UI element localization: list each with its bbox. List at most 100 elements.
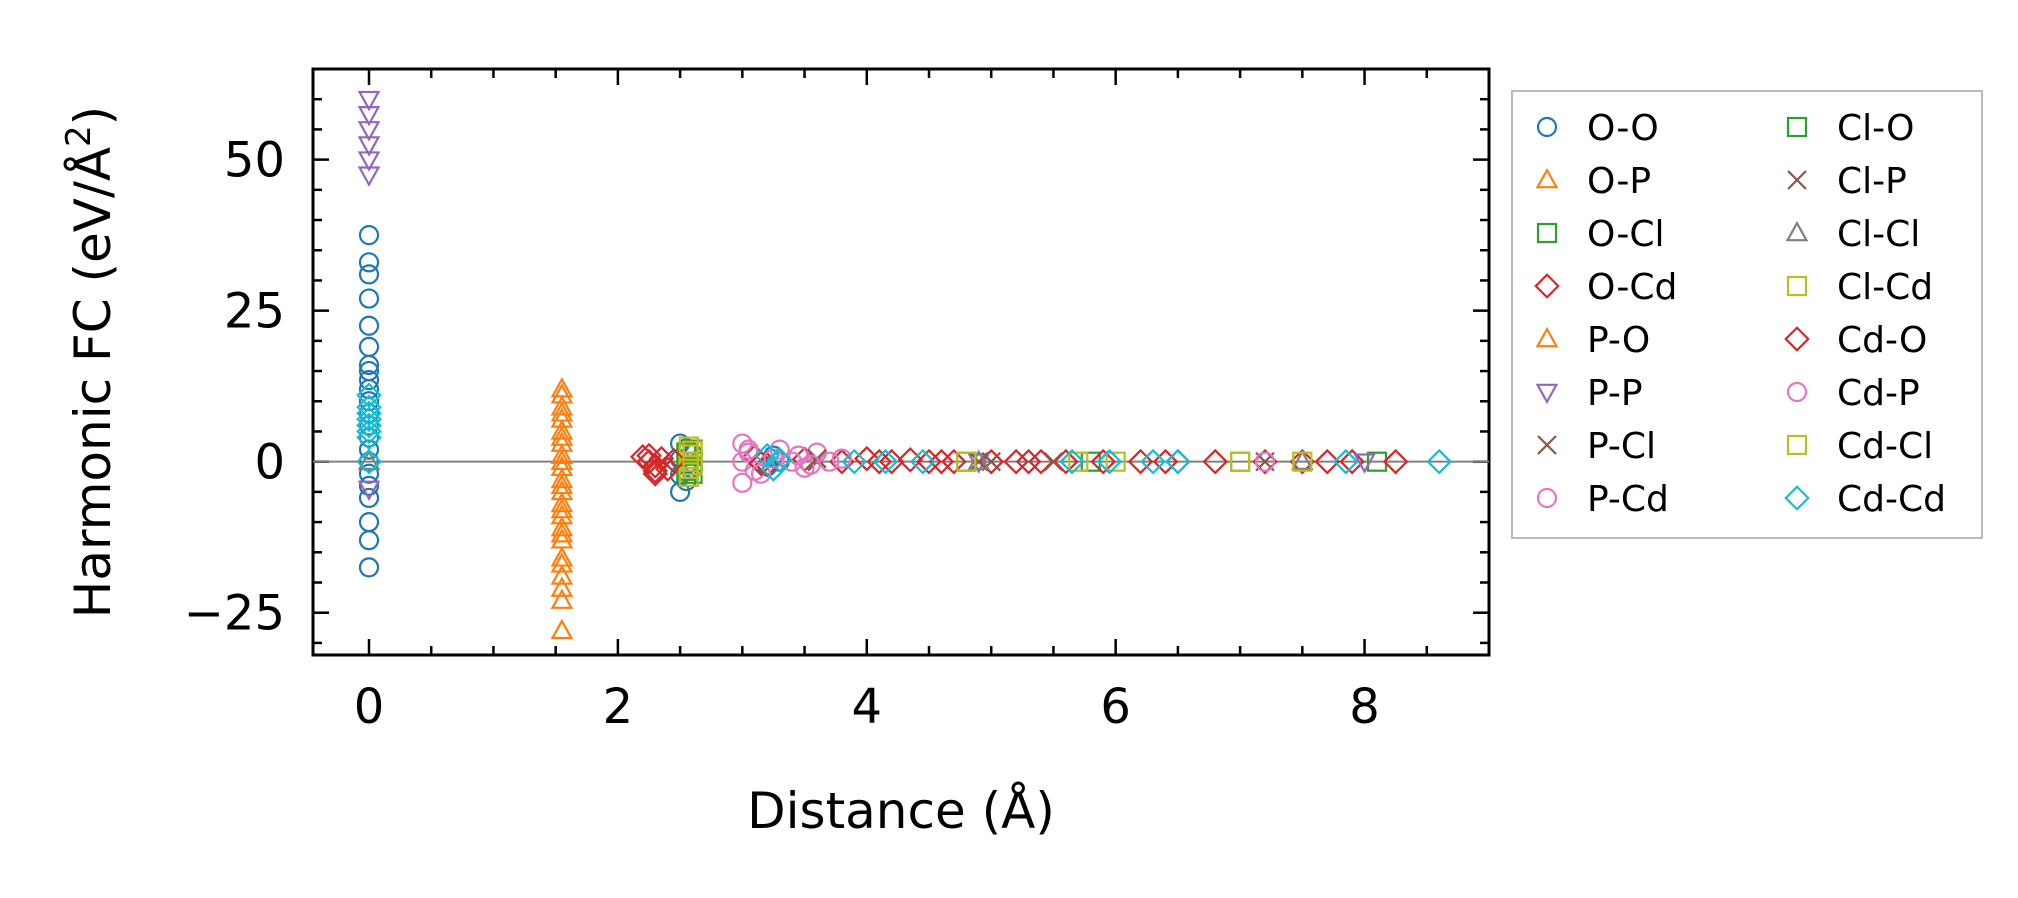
data-point	[841, 448, 868, 475]
y-tick-label: 50	[224, 133, 285, 189]
data-point	[1140, 448, 1166, 475]
data-point	[1068, 451, 1089, 472]
data-point	[967, 453, 991, 474]
legend-label: O-P	[1587, 161, 1651, 202]
legend-marker	[1786, 434, 1808, 456]
legend-marker	[1784, 485, 1810, 511]
data-point	[357, 480, 381, 502]
data-point	[356, 412, 382, 439]
data-point	[550, 425, 574, 446]
legend-label: Cd-O	[1837, 320, 1927, 361]
legend-item: O-Cl	[1536, 214, 1664, 255]
legend-item: Cd-Cd	[1784, 479, 1946, 520]
legend: O-O O-P O-Cl O-Cd P-O P-P P-Cl P-Cd Cl-O Cl-P Cl-C…	[1511, 90, 1983, 539]
data-point	[550, 383, 574, 404]
data-point	[754, 451, 781, 478]
legend-label: Cl-Cd	[1837, 267, 1933, 308]
data-point	[550, 497, 574, 519]
legend-item: Cd-O	[1784, 320, 1927, 361]
data-point	[358, 487, 380, 509]
data-point	[550, 546, 574, 567]
legend-item: O-Cd	[1534, 267, 1677, 308]
legend-marker	[1786, 116, 1808, 138]
legend-marker	[1784, 326, 1810, 352]
legend-marker	[1535, 326, 1559, 348]
legend-item: Cd-P	[1786, 373, 1920, 414]
data-point	[356, 448, 382, 475]
data-point	[357, 121, 381, 142]
data-point	[909, 448, 936, 475]
data-point	[358, 264, 380, 285]
data-point	[550, 431, 574, 452]
series-o-p	[550, 383, 574, 640]
data-point	[1291, 449, 1314, 470]
legend-item: O-O	[1536, 108, 1659, 149]
data-point	[1015, 448, 1042, 475]
legend-label: P-Cl	[1587, 426, 1656, 467]
legend-label: P-O	[1587, 320, 1650, 361]
legend-marker	[1787, 170, 1807, 190]
y-tick-label: 0	[254, 435, 285, 491]
data-point	[928, 448, 955, 475]
legend-marker	[1537, 435, 1557, 455]
data-point	[356, 424, 382, 451]
legend-item: P-Cd	[1536, 479, 1669, 520]
data-point	[357, 136, 381, 157]
data-point	[358, 439, 380, 460]
series-p-p	[357, 90, 1376, 502]
legend-marker	[1785, 220, 1809, 242]
data-point	[1314, 448, 1341, 475]
data-point	[956, 451, 977, 472]
legend-label: P-P	[1587, 373, 1643, 414]
data-point	[1230, 451, 1251, 472]
data-point	[550, 479, 574, 501]
legend-label: O-O	[1587, 108, 1659, 149]
legend-marker	[1535, 383, 1559, 405]
data-point	[358, 475, 380, 496]
data-point	[782, 451, 803, 472]
x-tick-label: 8	[1349, 679, 1380, 735]
data-point	[356, 382, 382, 409]
legend-item: Cl-Cl	[1785, 214, 1920, 255]
data-point	[941, 448, 967, 475]
data-point	[661, 447, 687, 474]
data-point	[358, 379, 380, 400]
data-point	[916, 448, 942, 475]
data-point	[766, 447, 793, 473]
data-point	[1043, 451, 1064, 472]
data-point	[1080, 451, 1101, 472]
data-point	[1059, 448, 1085, 475]
data-point	[1096, 448, 1123, 475]
data-point	[550, 564, 574, 585]
data-point	[642, 457, 669, 484]
data-point	[1127, 448, 1154, 475]
data-point	[760, 456, 787, 482]
legend-marker	[1786, 381, 1808, 403]
data-point	[550, 528, 574, 549]
data-point	[550, 401, 574, 422]
data-point	[1090, 448, 1117, 475]
data-point	[357, 90, 381, 112]
legend-label: Cd-Cd	[1837, 479, 1946, 520]
data-point	[1292, 451, 1313, 472]
legend-marker	[1536, 222, 1558, 244]
data-point	[642, 460, 669, 487]
legend-label: Cl-Cl	[1837, 214, 1920, 255]
legend-item: Cd-Cl	[1786, 426, 1933, 467]
data-point	[866, 448, 893, 475]
data-point	[878, 448, 905, 475]
data-point	[356, 418, 382, 445]
series-cd-o	[636, 442, 1341, 484]
data-point	[358, 391, 380, 412]
data-point	[676, 470, 697, 492]
data-point	[550, 473, 574, 495]
legend-label: Cd-P	[1837, 373, 1920, 414]
data-point	[550, 618, 574, 640]
data-point	[1382, 448, 1409, 475]
data-point	[550, 515, 574, 537]
legend-item: Cl-Cd	[1786, 267, 1933, 308]
legend-item: P-P	[1535, 373, 1643, 414]
data-point	[682, 455, 703, 476]
x-axis-label: Distance (Å)	[747, 782, 1055, 840]
legend-item: O-P	[1535, 161, 1651, 202]
